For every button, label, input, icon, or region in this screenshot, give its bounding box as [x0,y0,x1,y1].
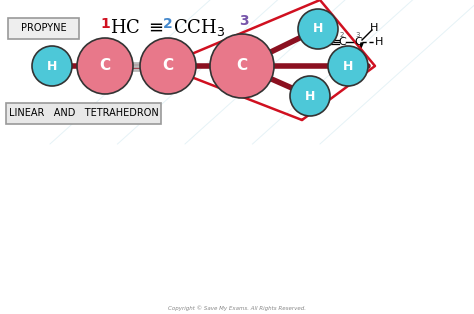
Text: H: H [354,55,362,65]
Text: HC $\equiv$ CCH$_3$: HC $\equiv$ CCH$_3$ [110,18,226,39]
Text: C: C [237,58,247,73]
Text: H: H [313,23,323,35]
Text: 3: 3 [356,32,360,38]
Circle shape [140,38,196,94]
Text: PROPYNE: PROPYNE [21,23,67,33]
FancyBboxPatch shape [7,102,162,123]
Text: LINEAR   AND   TETRAHEDRON: LINEAR AND TETRAHEDRON [9,108,159,118]
Text: 3: 3 [239,14,249,28]
Text: 1: 1 [100,17,110,31]
Text: 1: 1 [322,32,326,38]
Text: C: C [163,58,173,73]
Text: 2: 2 [163,17,173,31]
Circle shape [290,76,330,116]
Circle shape [77,38,133,94]
Text: 2: 2 [340,32,344,38]
Circle shape [328,46,368,86]
Polygon shape [358,43,363,55]
Circle shape [298,9,338,49]
FancyBboxPatch shape [9,18,80,39]
Text: H: H [375,37,383,47]
Text: C: C [338,37,346,47]
Text: C: C [354,37,362,47]
Text: H: H [304,37,312,47]
Text: H: H [305,89,315,102]
Text: C: C [320,37,328,47]
Text: H: H [370,23,378,33]
Text: C: C [100,58,110,73]
Circle shape [32,46,72,86]
Text: H: H [47,59,57,73]
Text: H: H [343,59,353,73]
Text: Copyright © Save My Exams. All Rights Reserved.: Copyright © Save My Exams. All Rights Re… [168,305,306,311]
Circle shape [210,34,274,98]
